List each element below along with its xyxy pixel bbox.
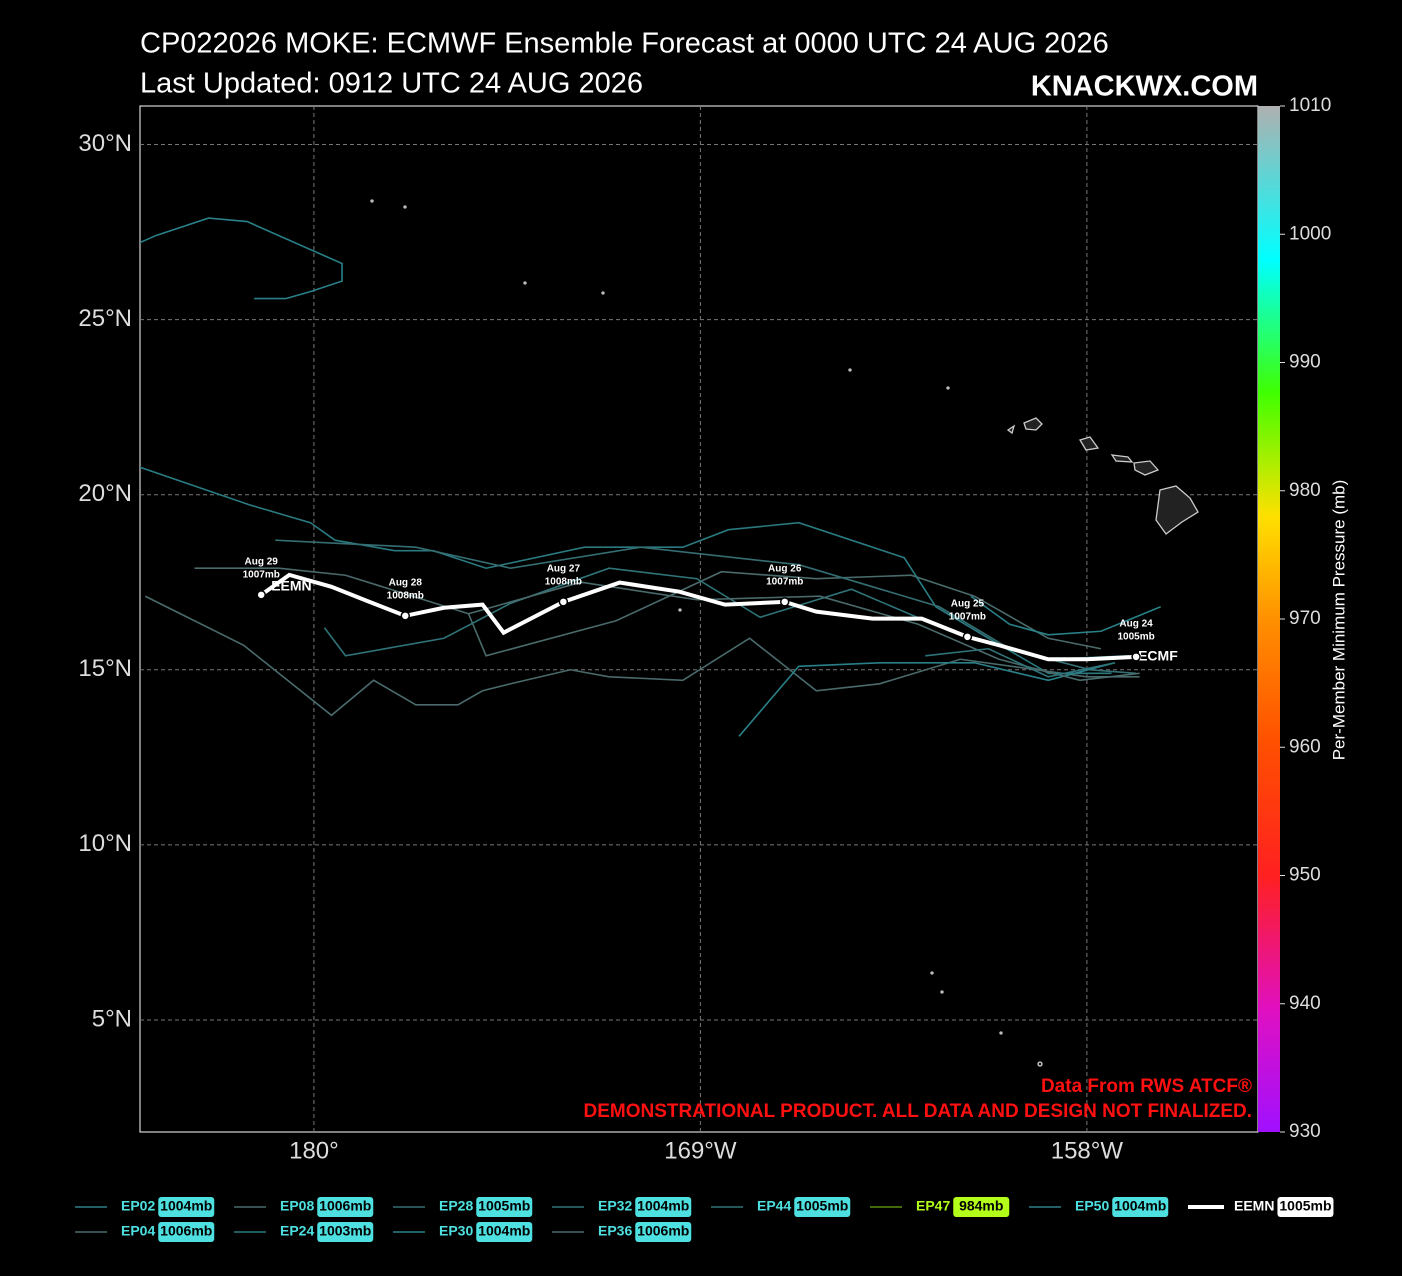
- islands: [370, 199, 1199, 1067]
- y-tick-label: 15°N: [78, 655, 132, 682]
- legend-pressure-box: [317, 1222, 374, 1242]
- point-pressure: 1008mb: [545, 576, 582, 587]
- track: [970, 595, 1161, 636]
- point-pressure: 1007mb: [243, 569, 280, 580]
- colorbar-tick-label: 1000: [1289, 223, 1331, 244]
- legend-name: EP02: [121, 1198, 155, 1214]
- legend-pressure-box: [476, 1222, 533, 1242]
- point-date: Aug 24: [1119, 618, 1153, 629]
- y-tick-label: 25°N: [78, 305, 132, 332]
- legend-name: EP08: [280, 1198, 314, 1214]
- track: [260, 572, 1137, 662]
- legend-name: EP36: [598, 1223, 632, 1239]
- point-pressure: 1005mb: [1117, 631, 1154, 642]
- colorbar-tick-label: 950: [1289, 865, 1321, 886]
- legend-pressure: 1006mb: [637, 1223, 689, 1239]
- track-point: [962, 632, 973, 642]
- colorbar-tick-label: 940: [1289, 993, 1321, 1014]
- title: CP022026 MOKE: ECMWF Ensemble Forecast a…: [140, 28, 1109, 60]
- tracks: [140, 217, 1161, 737]
- legend-pressure-box: [158, 1222, 215, 1242]
- colorbar-tick-label: 980: [1289, 480, 1321, 501]
- legend-name: EP30: [439, 1223, 473, 1239]
- colorbar-label: Per-Member Minimum Pressure (mb): [1329, 480, 1348, 761]
- legend-pressure: 1005mb: [478, 1198, 530, 1214]
- subtitle: Last Updated: 0912 UTC 24 AUG 2026: [140, 68, 643, 100]
- legend-pressure: 1004mb: [637, 1198, 689, 1214]
- track-point: [400, 611, 411, 621]
- disclaimer: DEMONSTRATIONAL PRODUCT. ALL DATA AND DE…: [584, 1101, 1253, 1122]
- legend-pressure-box: [317, 1197, 374, 1217]
- point-date: Aug 28: [389, 577, 423, 588]
- legend-name: EP04: [121, 1223, 155, 1239]
- legend-name: EP24: [280, 1223, 314, 1239]
- y-tick-label: 20°N: [78, 480, 132, 507]
- legend-pressure: 1005mb: [1279, 1198, 1331, 1214]
- track: [468, 581, 1140, 682]
- legend-pressure: 984mb: [959, 1198, 1003, 1214]
- legend-pressure-box: [1112, 1197, 1169, 1217]
- legend-name: EP32: [598, 1198, 632, 1214]
- x-tick-label: 180°: [289, 1137, 339, 1164]
- point-pressure: 1007mb: [766, 576, 803, 587]
- legend-name: EEMN: [1234, 1198, 1274, 1214]
- colorbar-tick-label: 960: [1289, 736, 1321, 757]
- track: [140, 466, 1112, 675]
- y-tick-label: 30°N: [78, 130, 132, 157]
- point-date: Aug 27: [547, 563, 581, 574]
- legend-name: EP28: [439, 1198, 473, 1214]
- legend-pressure-box: [1277, 1197, 1334, 1217]
- track: [738, 661, 1116, 737]
- point-date: Aug 25: [951, 598, 985, 609]
- legend-pressure-box: [794, 1197, 851, 1217]
- source: Data From RWS ATCF®: [1041, 1076, 1252, 1097]
- track: [144, 595, 1140, 717]
- track-point: [779, 597, 790, 607]
- track-point: [1131, 652, 1141, 662]
- track-end-label: EEMN: [271, 578, 311, 594]
- track: [275, 539, 1137, 675]
- legend-pressure: 1003mb: [319, 1223, 371, 1239]
- track-start-label: ECMF: [1138, 648, 1178, 664]
- legend-pressure: 1006mb: [160, 1223, 212, 1239]
- grid: [140, 106, 1258, 1132]
- track-point: [558, 597, 569, 607]
- legend-pressure: 1006mb: [319, 1198, 371, 1214]
- legend-pressure-box: [476, 1197, 533, 1217]
- x-tick-label: 158°W: [1051, 1137, 1124, 1164]
- legend-pressure-box: [953, 1197, 1010, 1217]
- map-frame: [139, 105, 1259, 1133]
- colorbar-tick-label: 970: [1289, 608, 1321, 629]
- legend-name: EP50: [1075, 1198, 1109, 1214]
- legend-pressure-box: [635, 1197, 692, 1217]
- legend-pressure: 1004mb: [478, 1223, 530, 1239]
- legend-pressure: 1004mb: [1114, 1198, 1166, 1214]
- track: [925, 647, 1116, 678]
- colorbar-tick-label: 1010: [1289, 95, 1331, 116]
- track: [140, 217, 343, 300]
- legend-pressure-box: [158, 1197, 215, 1217]
- track-point: [256, 590, 266, 600]
- brand: KNACKWX.COM: [1031, 71, 1258, 103]
- x-tick-label: 169°W: [664, 1137, 737, 1164]
- legend-pressure-box: [635, 1222, 692, 1242]
- point-date: Aug 29: [245, 556, 279, 567]
- legend-pressure: 1005mb: [796, 1198, 848, 1214]
- colorbar-tick-label: 930: [1289, 1121, 1321, 1142]
- point-pressure: 1008mb: [387, 590, 424, 601]
- point-pressure: 1007mb: [949, 611, 986, 622]
- colorbar: [1258, 106, 1280, 1132]
- legend-pressure: 1004mb: [160, 1198, 212, 1214]
- colorbar-tick-label: 990: [1289, 352, 1321, 373]
- legend-name: EP47: [916, 1198, 950, 1214]
- y-tick-label: 10°N: [78, 830, 132, 857]
- legend-name: EP44: [757, 1198, 791, 1214]
- point-date: Aug 26: [768, 563, 802, 574]
- y-tick-label: 5°N: [92, 1005, 132, 1032]
